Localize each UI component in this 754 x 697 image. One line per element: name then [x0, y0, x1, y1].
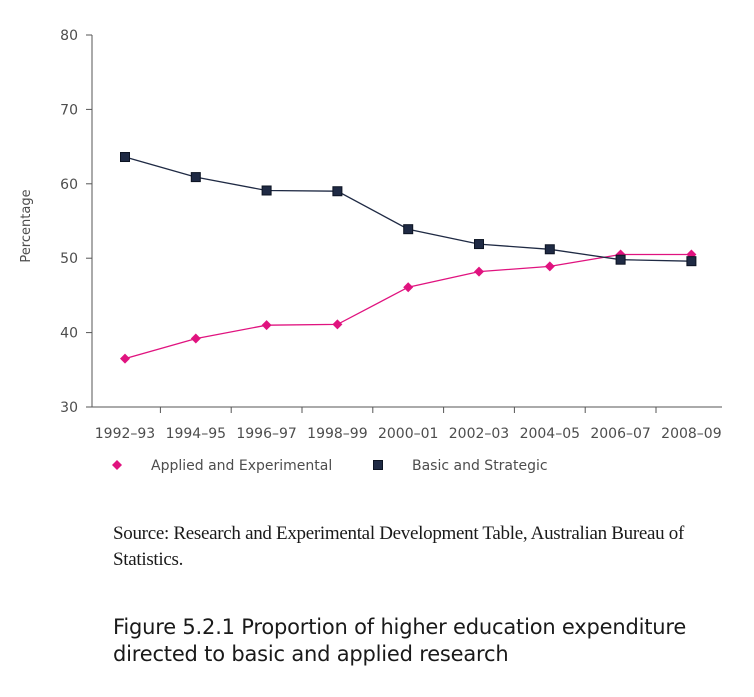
- y-tick-label: 50: [60, 251, 78, 267]
- x-tick-label: 1996–97: [236, 426, 296, 442]
- y-tick-label: 80: [60, 28, 78, 44]
- legend: Applied and Experimental Basic and Strate…: [112, 458, 548, 474]
- x-tick-label: 1992–93: [95, 426, 155, 442]
- data-point-square: [120, 152, 130, 163]
- data-point-diamond: [615, 249, 626, 260]
- x-tick-label: 2006–07: [590, 426, 650, 442]
- data-point-square: [544, 244, 555, 255]
- x-tick-label: 1998–99: [307, 426, 367, 442]
- data-point-diamond: [544, 261, 555, 272]
- x-tick-label: 2004–05: [520, 426, 580, 442]
- series-line-1: [124, 253, 692, 360]
- y-tick-label: 70: [60, 102, 78, 118]
- data-point-diamond: [190, 333, 201, 344]
- legend-square-icon: [373, 460, 383, 470]
- data-point-square: [686, 256, 697, 267]
- y-tick-label: 30: [60, 400, 78, 416]
- y-axis-label: Percentage: [19, 189, 34, 262]
- data-point-square: [190, 172, 201, 183]
- data-point-diamond: [686, 249, 697, 260]
- data-point-diamond: [403, 282, 414, 293]
- legend-label: Basic and Strategic: [412, 458, 548, 474]
- data-point-square: [615, 254, 626, 265]
- line-chart: 30 40 50 60 70 80 1992–93 1994–95 1996–97 1998–9…: [19, 28, 722, 474]
- series-line-2: [124, 156, 692, 262]
- x-tick-label: 2000–01: [378, 426, 438, 442]
- data-point-diamond: [474, 266, 484, 277]
- figure-caption: Figure 5.2.1 Proportion of higher educat…: [113, 615, 687, 666]
- x-tick-label: 2008–09: [661, 426, 721, 442]
- y-tick-label: 60: [60, 177, 78, 193]
- data-point-diamond: [261, 320, 272, 331]
- source-note: Source: Research and Experimental Develo…: [113, 523, 685, 570]
- legend-label: Applied and Experimental: [151, 458, 332, 474]
- data-point-square: [332, 186, 343, 197]
- legend-diamond-icon: [112, 460, 122, 470]
- data-point-square: [403, 224, 414, 235]
- x-tick-label: 2002–03: [449, 426, 509, 442]
- data-point-square: [261, 185, 272, 196]
- data-point-square: [474, 239, 484, 250]
- data-point-diamond: [332, 319, 343, 330]
- data-point-diamond: [120, 353, 130, 364]
- x-tick-label: 1994–95: [166, 426, 226, 442]
- y-tick-label: 40: [60, 326, 78, 342]
